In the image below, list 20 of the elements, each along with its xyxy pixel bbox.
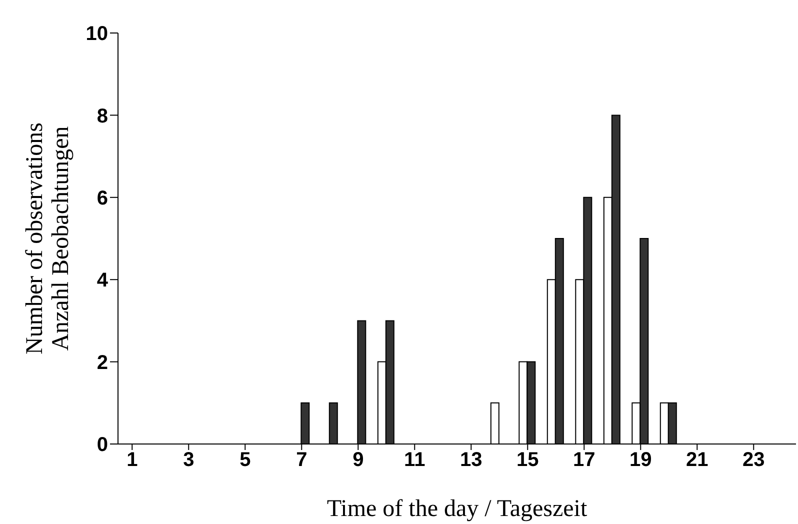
y-axis-title: Number of observations Anzahl Beobachtungen: [22, 122, 74, 354]
x-tick-label: 19: [630, 449, 652, 472]
x-tick-label: 7: [296, 449, 308, 472]
y-tick-label: 10: [86, 23, 108, 46]
x-tick-label: 11: [404, 449, 426, 472]
x-tick-label: 17: [573, 449, 596, 472]
y-tick-label: 2: [96, 352, 108, 374]
y-tick-label: 4: [96, 270, 109, 292]
y-tick-label: 8: [96, 105, 108, 128]
x-tick-label: 1: [126, 449, 138, 472]
x-tick-label: 3: [183, 449, 194, 472]
x-tick-label: 21: [686, 449, 708, 472]
y-tick-label: 0: [96, 434, 108, 456]
x-tick-label: 5: [240, 449, 251, 472]
y-tick-label: 6: [96, 188, 108, 210]
x-tick-label: 13: [460, 449, 482, 472]
x-axis-title: Time of the day / Tageszeit: [326, 496, 588, 522]
x-tick-label: 9: [352, 449, 364, 472]
x-tick-label: 23: [742, 449, 765, 472]
x-tick-label: 15: [516, 449, 539, 472]
